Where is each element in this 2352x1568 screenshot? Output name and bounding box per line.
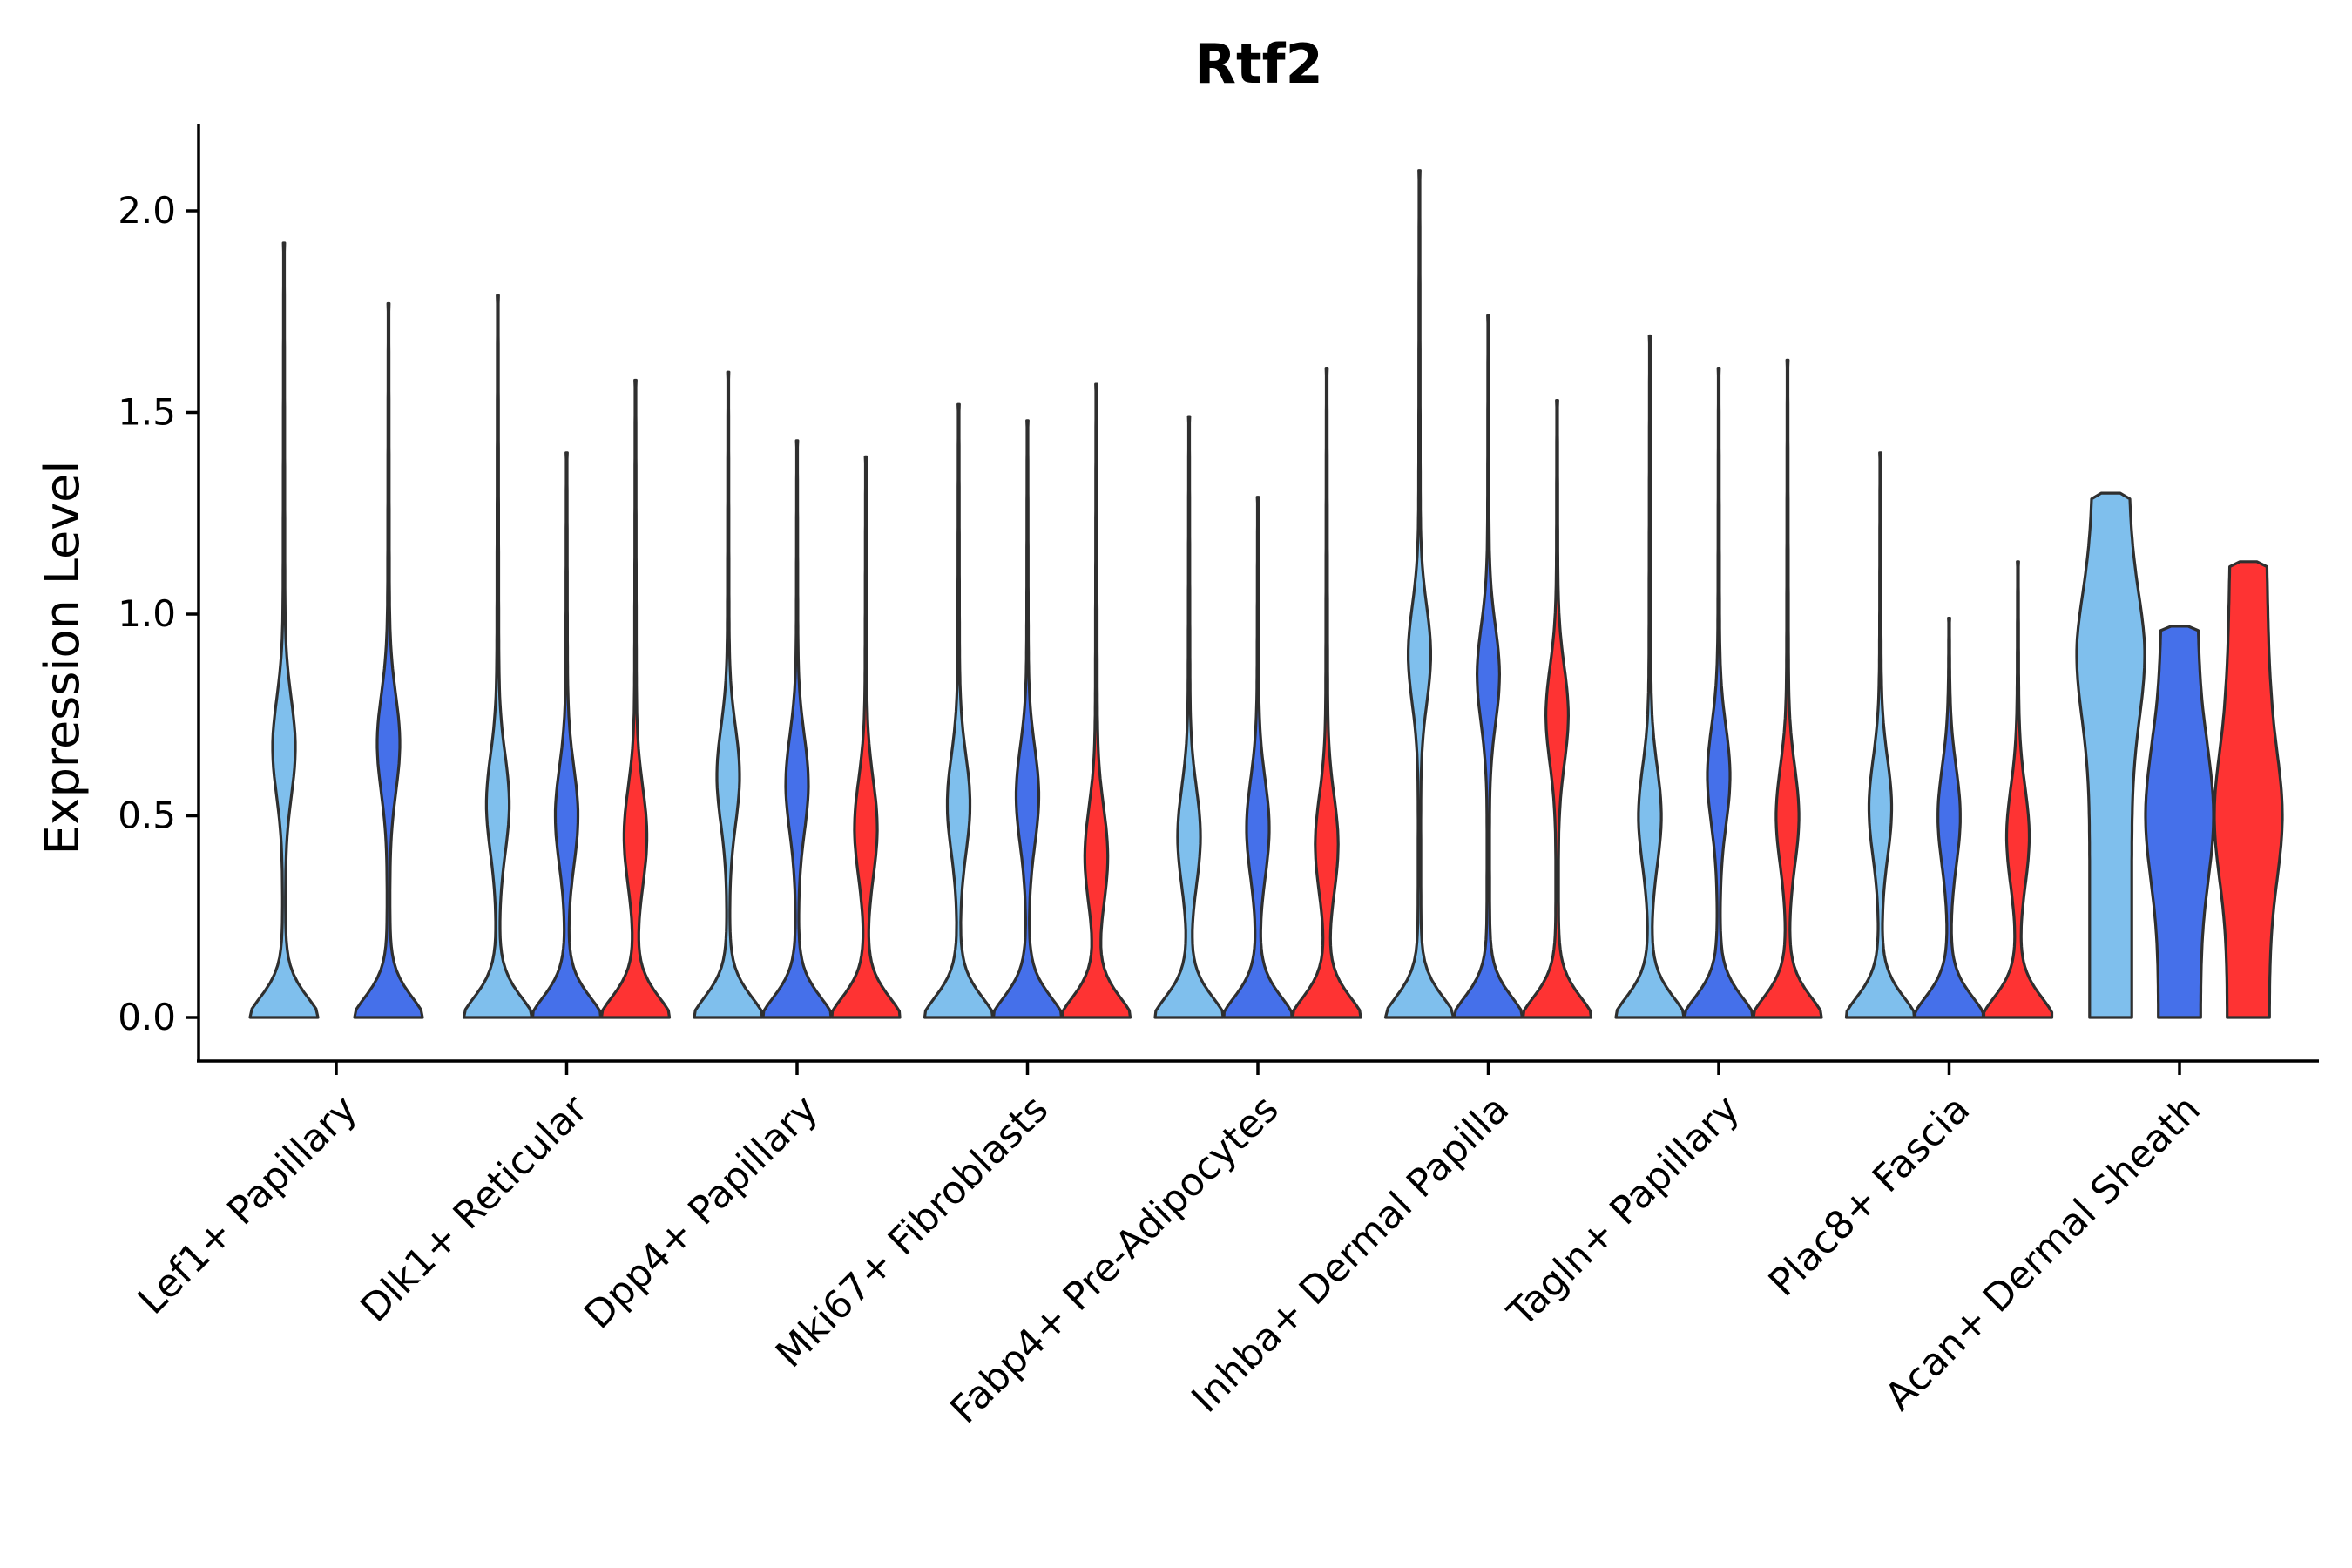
y-tick-label: 0.5 <box>118 794 176 837</box>
y-tick-label: 2.0 <box>118 189 176 232</box>
chart-title: Rtf2 <box>1194 32 1323 96</box>
violin-1 <box>1383 169 1456 1019</box>
violin-2 <box>1683 367 1754 1019</box>
violin-3 <box>1982 560 2054 1019</box>
y-tick-label: 1.0 <box>118 592 176 635</box>
violin-2 <box>761 439 833 1019</box>
x-tick-label: Tagln+ Papillary <box>1499 1087 1748 1336</box>
violin-1 <box>1614 334 1686 1019</box>
violin-1 <box>2075 491 2146 1019</box>
violin-2 <box>1452 314 1524 1019</box>
violin-3 <box>2213 560 2284 1019</box>
violin-2 <box>2144 625 2215 1019</box>
violin-2 <box>1913 617 1985 1019</box>
violin-3 <box>1060 382 1132 1019</box>
x-tick-label: Dpp4+ Papillary <box>576 1087 827 1338</box>
x-tick-label: Plac8+ Fascia <box>1761 1087 1979 1306</box>
violin-1 <box>693 370 764 1019</box>
violin-3 <box>1521 399 1593 1019</box>
violin-2 <box>353 301 424 1019</box>
x-tick-label: Lef1+ Papillary <box>130 1087 366 1323</box>
violin-1 <box>1844 451 1916 1019</box>
violin-3 <box>1752 358 1823 1019</box>
y-axis-label: Expression Level <box>35 461 90 855</box>
violin-3 <box>599 378 672 1019</box>
violin-1 <box>1153 415 1225 1019</box>
violin-1 <box>923 402 995 1019</box>
y-ticks: 0.0 0.5 1.0 1.5 2.0 <box>118 189 199 1038</box>
violin-2 <box>991 419 1064 1019</box>
y-tick-label: 1.5 <box>118 391 176 434</box>
violin-3 <box>830 455 902 1019</box>
x-tick-label: Dlk1+ Reticular <box>352 1086 597 1331</box>
violin-2 <box>1222 496 1294 1019</box>
y-tick-label: 0.0 <box>118 996 176 1038</box>
violin-1 <box>462 294 534 1019</box>
violin-layer <box>248 169 2284 1019</box>
violin-3 <box>1291 367 1362 1019</box>
violin-1 <box>248 241 320 1019</box>
violin-2 <box>531 451 603 1019</box>
